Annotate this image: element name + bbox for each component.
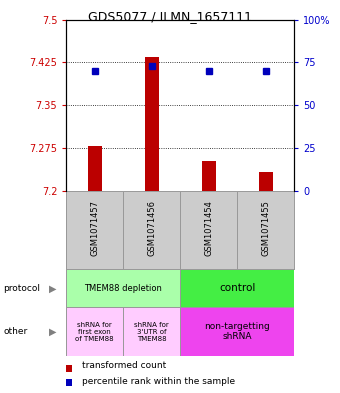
Text: non-targetting
shRNA: non-targetting shRNA bbox=[204, 322, 270, 342]
Bar bbox=[180, 191, 237, 269]
Text: GSM1071456: GSM1071456 bbox=[147, 200, 156, 256]
Bar bbox=[66, 307, 123, 356]
Text: ▶: ▶ bbox=[49, 327, 57, 337]
Text: ▶: ▶ bbox=[49, 283, 57, 294]
Bar bbox=[66, 365, 72, 372]
Bar bbox=[258, 172, 273, 191]
Bar bbox=[88, 146, 102, 191]
Bar bbox=[180, 307, 294, 356]
Bar bbox=[123, 191, 180, 269]
Text: shRNA for
first exon
of TMEM88: shRNA for first exon of TMEM88 bbox=[75, 321, 114, 342]
Bar bbox=[237, 191, 294, 269]
Text: shRNA for
3'UTR of
TMEM88: shRNA for 3'UTR of TMEM88 bbox=[134, 321, 169, 342]
Text: GSM1071454: GSM1071454 bbox=[204, 200, 213, 256]
Text: transformed count: transformed count bbox=[82, 361, 167, 370]
Text: TMEM88 depletion: TMEM88 depletion bbox=[84, 284, 162, 293]
Bar bbox=[144, 57, 159, 191]
Bar bbox=[66, 269, 180, 307]
Bar bbox=[180, 269, 294, 307]
Bar bbox=[123, 307, 180, 356]
Bar bbox=[202, 161, 216, 191]
Bar bbox=[66, 191, 123, 269]
Text: percentile rank within the sample: percentile rank within the sample bbox=[82, 376, 235, 386]
Text: other: other bbox=[3, 327, 28, 336]
Bar bbox=[66, 379, 72, 386]
Text: protocol: protocol bbox=[3, 284, 40, 293]
Text: control: control bbox=[219, 283, 255, 294]
Text: GSM1071455: GSM1071455 bbox=[261, 200, 270, 256]
Text: GDS5077 / ILMN_1657111: GDS5077 / ILMN_1657111 bbox=[88, 10, 252, 23]
Text: GSM1071457: GSM1071457 bbox=[90, 200, 99, 256]
